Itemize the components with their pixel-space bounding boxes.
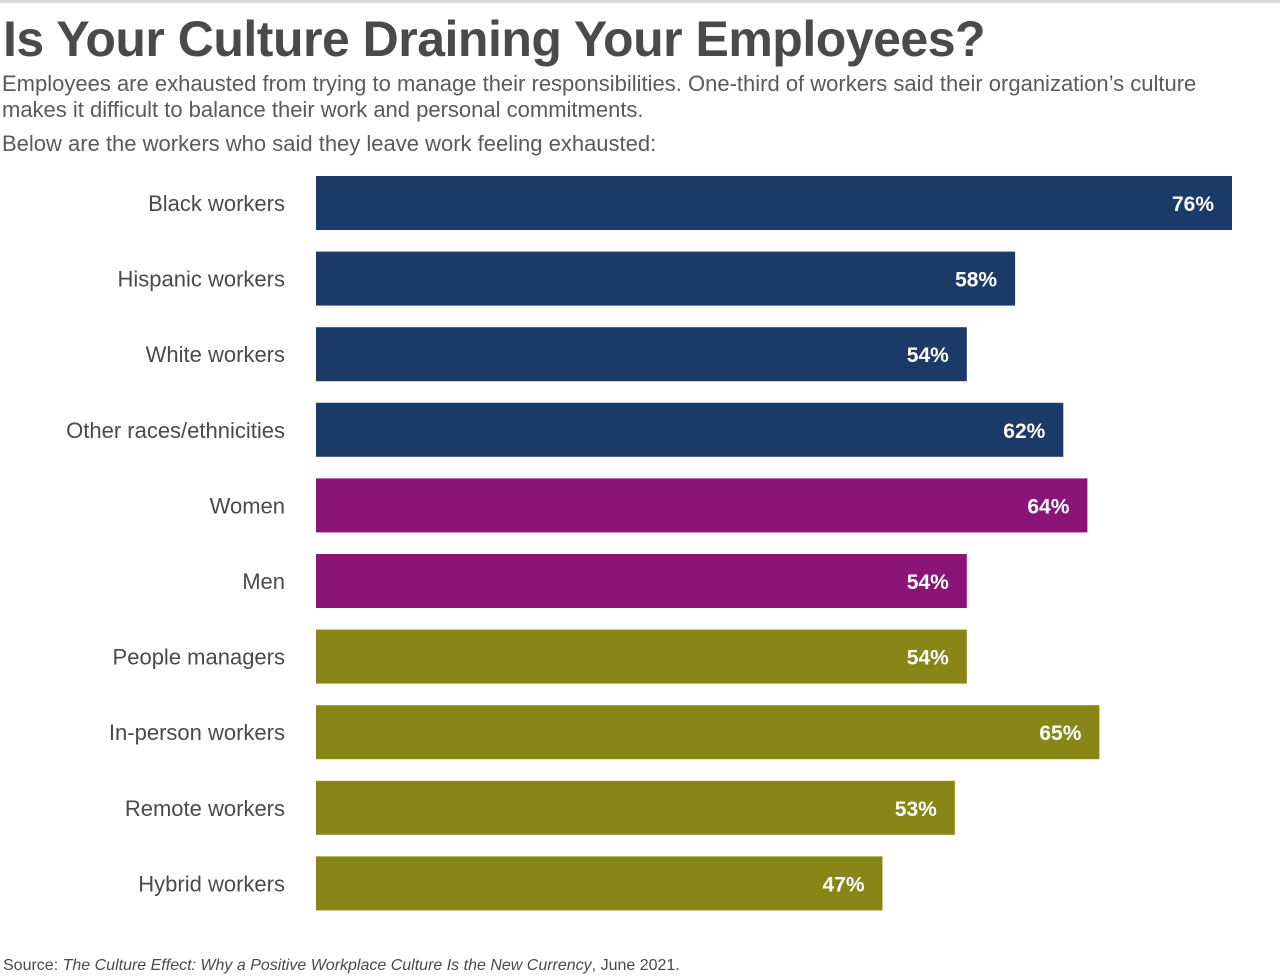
- bar-hispanic-workers: [316, 251, 1016, 306]
- bar-men: [316, 554, 967, 608]
- value-label: 54%: [907, 571, 949, 594]
- value-label: 65%: [1039, 722, 1081, 745]
- bar-remote-workers: [316, 780, 955, 835]
- category-label: Hybrid workers: [138, 871, 285, 896]
- value-label: 53%: [895, 798, 937, 821]
- chart-subtitle: Employees are exhausted from trying to m…: [2, 71, 1197, 122]
- chart-title: Is Your Culture Draining Your Employees?: [3, 11, 986, 67]
- category-label: Men: [242, 569, 285, 594]
- source-prefix: Source:: [3, 957, 63, 974]
- source-note: Source: The Culture Effect: Why a Positi…: [3, 957, 680, 975]
- value-label: 47%: [822, 873, 864, 896]
- value-label: 58%: [955, 269, 997, 292]
- category-label: White workers: [146, 342, 285, 367]
- bar-other-races-ethnicities: [316, 402, 1064, 457]
- chart-intro: Below are the workers who said they leav…: [2, 131, 657, 156]
- category-label: Hispanic workers: [118, 267, 286, 292]
- bar-people-managers: [316, 629, 967, 684]
- category-label: People managers: [113, 645, 285, 670]
- category-label: Women: [210, 493, 285, 518]
- bars-layer: Black workers 76% Hispanic workers 58% White…: [66, 176, 1232, 911]
- bar-white-workers: [316, 327, 967, 382]
- source-suffix: , June 2021.: [591, 957, 680, 974]
- value-label: 54%: [907, 344, 949, 367]
- bar-black-workers: [316, 176, 1232, 230]
- bar-hybrid-workers: [316, 856, 883, 911]
- category-label: Other races/ethnicities: [66, 418, 285, 443]
- bar-in-person-workers: [316, 705, 1100, 760]
- top-rule: [0, 0, 1280, 3]
- category-label: Black workers: [148, 191, 285, 216]
- category-label: Remote workers: [125, 796, 285, 821]
- bar-women: [316, 478, 1088, 533]
- source-publication: The Culture Effect: Why a Positive Workp…: [62, 957, 592, 974]
- category-label: In-person workers: [109, 720, 285, 745]
- value-label: 54%: [907, 647, 949, 670]
- value-label: 62%: [1003, 420, 1045, 443]
- value-label: 64%: [1027, 495, 1069, 518]
- value-label: 76%: [1172, 193, 1214, 216]
